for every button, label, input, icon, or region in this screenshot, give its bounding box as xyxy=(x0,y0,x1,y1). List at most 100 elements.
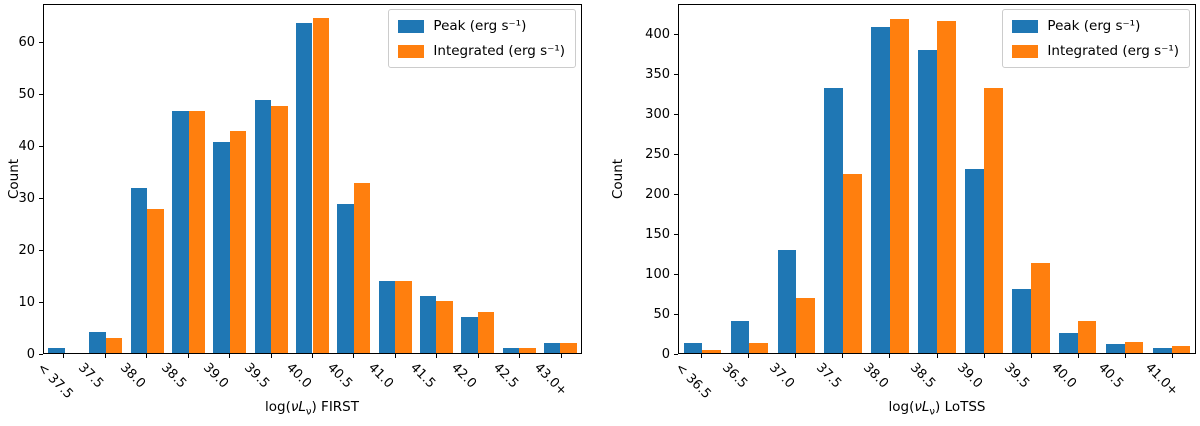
histogram-bar xyxy=(337,203,354,353)
y-tick-mark xyxy=(674,313,678,315)
x-tick-label: 38.5 xyxy=(907,360,939,392)
histogram-bar xyxy=(560,342,577,353)
x-tick-mark xyxy=(560,354,562,358)
lotss-plot-area: Peak (erg s⁻¹) Integrated (erg s⁻¹) xyxy=(678,4,1196,354)
y-tick-mark xyxy=(39,42,43,44)
x-tick-label: 41.5 xyxy=(406,360,439,392)
first-plot-area: Peak (erg s⁻¹) Integrated (erg s⁻¹) xyxy=(43,4,582,354)
y-tick-label: 50 xyxy=(18,87,35,103)
integrated-legend-swatch xyxy=(1012,44,1039,58)
y-tick-label: 150 xyxy=(645,226,670,242)
y-tick-label: 350 xyxy=(645,66,670,82)
x-tick-label: 37.5 xyxy=(812,360,844,392)
x-tick-mark xyxy=(1171,354,1173,358)
histogram-bar xyxy=(1152,348,1172,353)
histogram-bar xyxy=(890,18,909,353)
histogram-bar xyxy=(937,20,956,353)
histogram-bar xyxy=(48,347,65,353)
histogram-bar xyxy=(312,17,330,353)
lotss-legend: Peak (erg s⁻¹) Integrated (erg s⁻¹) xyxy=(1002,9,1190,68)
x-tick-mark xyxy=(146,354,148,358)
x-tick-mark xyxy=(436,354,438,358)
histogram-bar xyxy=(295,23,313,353)
y-tick-label: 0 xyxy=(26,346,35,362)
x-tick-mark xyxy=(477,354,479,358)
histogram-bar xyxy=(843,174,862,353)
x-tick-mark xyxy=(187,354,189,358)
integrated-legend-label: Integrated (erg s⁻¹) xyxy=(433,43,565,59)
histogram-bar xyxy=(89,332,106,353)
legend-item-peak: Peak (erg s⁻¹) xyxy=(1012,18,1179,34)
histogram-bar xyxy=(502,347,520,353)
y-tick-mark xyxy=(674,33,678,35)
x-tick-label: 39.5 xyxy=(1001,360,1033,392)
y-tick-mark xyxy=(39,301,43,303)
y-tick-mark xyxy=(674,113,678,115)
histogram-bar xyxy=(1124,341,1144,353)
x-tick-mark xyxy=(63,354,65,358)
x-tick-label: 39.5 xyxy=(241,360,273,392)
x-tick-mark xyxy=(842,354,844,358)
x-tick-label: 40.0 xyxy=(282,360,314,392)
y-tick-label: 30 xyxy=(18,190,35,206)
y-tick-label: 60 xyxy=(18,35,35,51)
histogram-bar xyxy=(477,311,495,353)
histogram-bar xyxy=(918,50,937,353)
histogram-bar xyxy=(777,249,797,353)
peak-legend-swatch xyxy=(398,19,425,33)
x-tick-label: < 36.5 xyxy=(671,360,714,403)
y-tick-label: 10 xyxy=(18,294,35,310)
x-tick-mark xyxy=(519,354,521,358)
first-legend: Peak (erg s⁻¹) Integrated (erg s⁻¹) xyxy=(388,9,576,68)
histogram-bar xyxy=(683,342,703,353)
integrated-legend-label: Integrated (erg s⁻¹) xyxy=(1047,43,1179,59)
integrated-legend-swatch xyxy=(398,44,425,58)
y-tick-label: 20 xyxy=(18,242,35,258)
x-tick-label: 37.0 xyxy=(765,360,797,392)
histogram-bar xyxy=(353,182,371,353)
x-tick-label: 36.5 xyxy=(718,360,750,392)
histogram-bar xyxy=(419,296,437,353)
histogram-bar xyxy=(730,321,750,353)
histogram-bar xyxy=(1012,289,1031,353)
y-tick-label: 40 xyxy=(18,139,35,155)
histogram-bar xyxy=(271,105,288,353)
y-tick-label: 400 xyxy=(645,26,670,42)
y-tick-mark xyxy=(674,73,678,75)
histogram-bar xyxy=(824,88,844,353)
x-tick-mark xyxy=(983,354,985,358)
y-tick-mark xyxy=(674,273,678,275)
x-tick-mark xyxy=(104,354,106,358)
y-tick-label: 200 xyxy=(645,186,670,202)
x-tick-label: 42.5 xyxy=(489,360,521,392)
y-tick-mark xyxy=(39,249,43,251)
histogram-bar xyxy=(229,131,247,353)
x-tick-mark xyxy=(1030,354,1032,358)
histogram-bar xyxy=(461,316,478,353)
histogram-bar xyxy=(105,337,123,353)
x-tick-label: 42.0 xyxy=(448,360,480,392)
first-histogram-panel: Count log(νLν) FIRST Peak (erg s⁻¹) Inte… xyxy=(6,4,582,418)
histogram-bar xyxy=(378,280,396,353)
histogram-bar xyxy=(796,298,816,353)
x-tick-mark xyxy=(270,354,272,358)
x-tick-label: 40.0 xyxy=(1048,360,1080,392)
lotss-x-axis-label: log(νLν) LoTSS xyxy=(888,399,986,418)
x-tick-mark xyxy=(795,354,797,358)
y-tick-label: 300 xyxy=(645,106,670,122)
y-tick-mark xyxy=(39,146,43,148)
histogram-bar xyxy=(395,280,412,353)
x-tick-label: 43.0+ xyxy=(531,360,571,400)
x-tick-mark xyxy=(1077,354,1079,358)
histogram-bar xyxy=(871,27,891,353)
y-tick-mark xyxy=(39,353,43,355)
x-tick-mark xyxy=(1124,354,1126,358)
histogram-bar xyxy=(702,349,722,353)
histogram-bar xyxy=(254,100,272,353)
histogram-bar xyxy=(1030,263,1050,353)
histogram-bar xyxy=(1077,321,1097,353)
x-tick-mark xyxy=(394,354,396,358)
x-tick-label: 38.5 xyxy=(158,360,190,392)
y-tick-mark xyxy=(39,94,43,96)
